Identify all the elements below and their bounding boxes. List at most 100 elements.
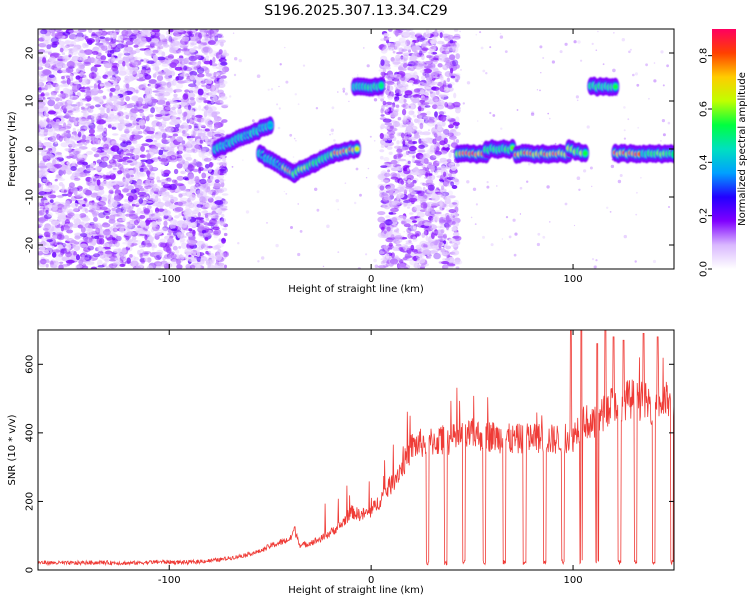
noise-speck-0 (68, 150, 77, 157)
noise-speck-0 (124, 46, 127, 52)
noise-speck-0 (188, 117, 195, 125)
noise-speck-1 (409, 212, 414, 215)
noise-speck-0 (47, 148, 53, 151)
noise-speck-1 (422, 131, 431, 136)
noise-speck-0 (71, 161, 77, 165)
noise-speck-0 (38, 63, 43, 68)
noise-speck-1 (440, 165, 447, 170)
noise-speck-0 (44, 169, 49, 173)
noise-speck-0 (192, 122, 197, 125)
noise-speck-1 (434, 240, 439, 246)
noise-speck-0 (202, 29, 208, 34)
noise-speck-1 (433, 209, 442, 217)
noise-speck-1 (430, 144, 437, 149)
noise-speck-1 (436, 192, 446, 198)
noise-speck-1 (444, 196, 452, 203)
noise-speck-1 (443, 233, 447, 239)
faint-speck (452, 215, 456, 219)
faint-speck (466, 81, 471, 85)
faint-speck (578, 188, 581, 191)
noise-speck-1 (423, 244, 428, 248)
noise-speck-1 (383, 230, 387, 234)
faint-speck (634, 260, 637, 263)
noise-speck-0 (109, 31, 113, 38)
noise-speck-1 (395, 104, 400, 108)
noise-speck-0 (205, 55, 210, 59)
noise-speck-1 (431, 224, 436, 229)
noise-speck-1 (383, 196, 391, 201)
noise-speck-0 (107, 201, 114, 205)
noise-speck-0 (122, 188, 129, 194)
noise-speck-1 (385, 237, 394, 243)
noise-speck-0 (133, 113, 137, 118)
noise-speck-0 (155, 114, 163, 117)
noise-speck-0 (139, 220, 147, 228)
noise-speck-0 (153, 211, 161, 218)
noise-speck-1 (429, 217, 433, 223)
noise-speck-0 (93, 216, 98, 222)
noise-speck-0 (53, 29, 62, 32)
noise-speck-0 (117, 123, 126, 130)
noise-speck-0 (183, 111, 188, 117)
noise-speck-0 (157, 71, 166, 75)
noise-speck-0 (157, 156, 161, 160)
faint-speck (668, 206, 670, 208)
faint-speck (637, 126, 640, 129)
noise-speck-0 (148, 79, 157, 85)
noise-speck-0 (174, 215, 180, 219)
noise-speck-0 (54, 97, 60, 102)
noise-speck-0 (138, 230, 147, 234)
noise-speck-0 (219, 100, 224, 104)
noise-speck-0 (158, 81, 167, 86)
faint-speck (434, 150, 438, 154)
noise-speck-1 (379, 155, 384, 160)
noise-speck-0 (182, 130, 186, 135)
noise-speck-0 (52, 77, 58, 84)
noise-speck-0 (82, 189, 86, 194)
faint-speck (539, 45, 543, 49)
noise-speck-1 (377, 211, 386, 216)
faint-speck (393, 100, 396, 103)
noise-speck-0 (132, 61, 138, 66)
faint-speck (640, 176, 642, 179)
noise-speck-1 (389, 127, 398, 132)
noise-speck-0 (192, 129, 197, 137)
noise-speck-0 (132, 236, 137, 241)
noise-speck-1 (434, 111, 438, 118)
noise-speck-0 (67, 110, 73, 113)
noise-speck-1 (455, 116, 460, 123)
noise-speck-0 (129, 213, 138, 220)
faint-speck (475, 33, 478, 36)
faint-speck (623, 137, 627, 140)
noise-speck-0 (146, 257, 152, 263)
noise-speck-1 (410, 244, 415, 251)
noise-speck-0 (203, 60, 212, 65)
faint-speck (384, 75, 389, 79)
noise-speck-1 (450, 162, 455, 166)
noise-speck-0 (90, 33, 98, 37)
noise-speck-0 (40, 44, 47, 47)
faint-speck (667, 121, 671, 125)
noise-speck-0 (158, 149, 164, 156)
noise-speck-0 (114, 104, 123, 112)
faint-speck (629, 48, 632, 51)
noise-speck-0 (174, 35, 182, 40)
noise-speck-0 (45, 259, 50, 263)
noise-speck-0 (161, 63, 169, 67)
noise-speck-0 (144, 98, 152, 104)
noise-speck-0 (202, 78, 208, 83)
noise-speck-1 (383, 157, 390, 162)
noise-speck-1 (403, 63, 408, 68)
faint-speck (401, 35, 404, 38)
noise-speck-1 (413, 94, 418, 99)
noise-speck-0 (119, 227, 125, 233)
noise-speck-0 (222, 66, 230, 73)
noise-speck-0 (93, 175, 101, 180)
noise-speck-0 (146, 153, 151, 160)
spectrogram-noise (38, 29, 671, 269)
noise-speck-0 (55, 83, 60, 90)
noise-speck-1 (451, 249, 460, 256)
noise-speck-0 (150, 242, 155, 248)
noise-speck-0 (192, 168, 199, 173)
